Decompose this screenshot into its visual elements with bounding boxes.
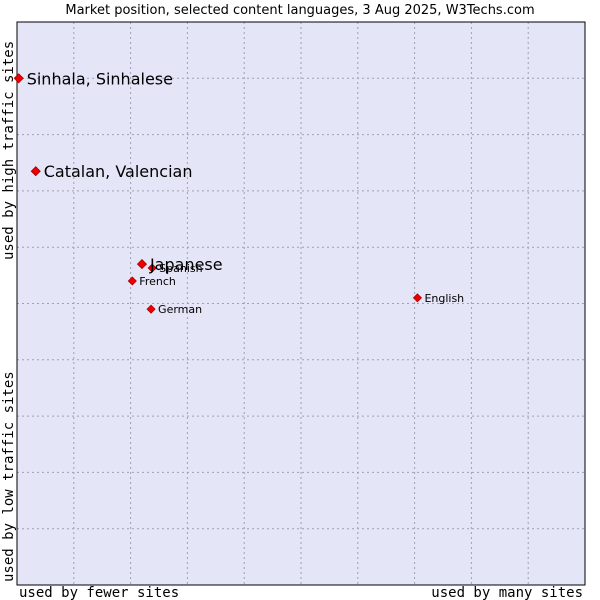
data-point-marker — [146, 304, 156, 314]
data-point-label: Catalan, Valencian — [44, 162, 193, 181]
chart-title: Market position, selected content langua… — [65, 3, 534, 18]
data-point-marker — [147, 263, 157, 273]
x-axis-label-low: used by fewer sites — [19, 585, 179, 600]
data-point-marker — [127, 276, 137, 286]
data-point-label: Sinhala, Sinhalese — [27, 69, 173, 88]
data-point-label: English — [424, 292, 464, 305]
data-point-marker — [30, 166, 41, 177]
data-points: Sinhala, Sinhalese Catalan, Valencian Japa… — [13, 69, 464, 316]
data-point-marker — [412, 293, 423, 303]
x-axis-label-high: used by many sites — [431, 585, 583, 600]
y-axis-label-high: used by high traffic sites — [1, 41, 17, 260]
data-point-marker — [13, 73, 24, 84]
data-point-label: French — [139, 275, 176, 288]
data-point-marker — [136, 259, 148, 270]
data-point-label: Spanish — [159, 262, 202, 275]
data-point-label: Japanese — [149, 255, 223, 274]
data-point-label: German — [158, 303, 202, 316]
y-axis-label-low: used by low traffic sites — [1, 371, 17, 582]
